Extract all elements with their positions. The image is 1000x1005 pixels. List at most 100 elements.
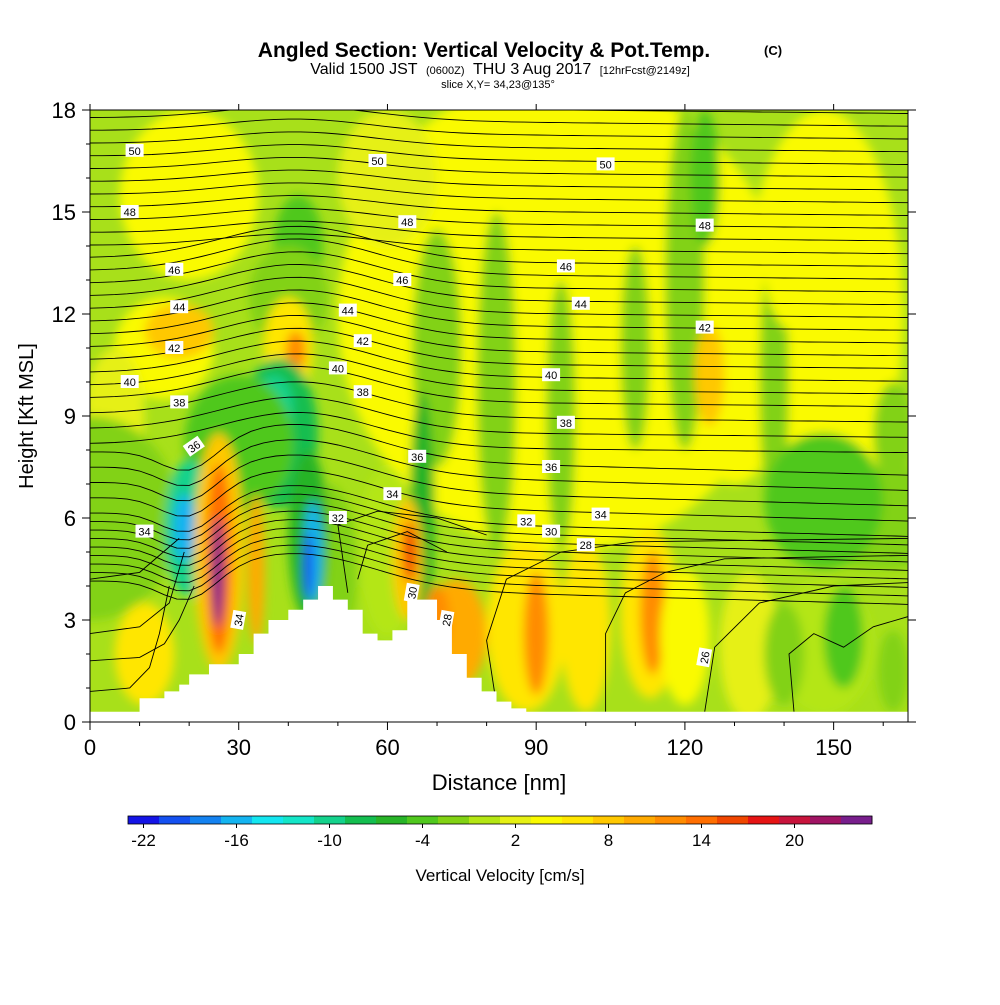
contour-label: 42 bbox=[695, 320, 714, 335]
colorbar-label: Vertical Velocity [cm/s] bbox=[415, 866, 584, 885]
colorbar-swatch bbox=[252, 816, 284, 824]
contour-label-bg bbox=[571, 296, 590, 310]
subtitle-utc-time: (0600Z) bbox=[426, 65, 465, 77]
colorbar-tick-label: -22 bbox=[131, 831, 156, 850]
contour-label: 38 bbox=[170, 395, 189, 409]
contour-label: 36 bbox=[542, 460, 561, 474]
contour-label: 40 bbox=[542, 368, 561, 382]
theta-contour bbox=[90, 327, 908, 369]
velocity-cell bbox=[303, 531, 314, 600]
colorbar-swatch bbox=[531, 816, 563, 824]
colorbar-swatch bbox=[841, 816, 873, 824]
theta-contour bbox=[90, 315, 908, 357]
x-tick-label: 30 bbox=[226, 735, 250, 760]
contour-label: 36 bbox=[408, 449, 427, 464]
contour-label-text: 42 bbox=[357, 336, 369, 348]
theta-contour bbox=[90, 353, 908, 395]
theta-contour bbox=[90, 396, 908, 438]
contour-label-bg bbox=[596, 157, 615, 171]
contour-label: 44 bbox=[170, 300, 189, 314]
y-tick-label: 3 bbox=[64, 608, 76, 633]
velocity-cell bbox=[247, 494, 265, 644]
colorbar-swatch bbox=[810, 816, 842, 824]
contour-label: 40 bbox=[328, 361, 347, 375]
colorbar-swatch bbox=[562, 816, 594, 824]
contour-label-bg bbox=[170, 395, 189, 409]
contour-label-text: 50 bbox=[599, 159, 611, 171]
velocity-cell bbox=[694, 324, 725, 427]
colorbar-swatch bbox=[624, 816, 656, 824]
contour-label-bg bbox=[517, 514, 536, 528]
contour-label-text: 36 bbox=[186, 439, 203, 456]
contour-label: 44 bbox=[571, 296, 590, 311]
chart-title: Angled Section: Vertical Velocity & Pot.… bbox=[258, 39, 710, 62]
contour-label-bg bbox=[542, 368, 561, 382]
contour-label-bg bbox=[353, 385, 372, 399]
theta-contour bbox=[90, 302, 908, 344]
theta-contour bbox=[788, 616, 908, 712]
velocity-cell bbox=[119, 110, 259, 280]
theta-contour bbox=[90, 485, 908, 537]
contour-label: 50 bbox=[125, 143, 144, 158]
contour-label: 34 bbox=[135, 524, 154, 539]
theta-contour bbox=[90, 493, 908, 546]
contour-label: 34 bbox=[230, 609, 247, 630]
theta-contour bbox=[90, 454, 908, 507]
velocity-cell bbox=[719, 572, 780, 722]
theta-contour bbox=[90, 207, 908, 229]
theta-contour bbox=[605, 554, 908, 712]
x-tick-label: 60 bbox=[375, 735, 399, 760]
contour-label-bg bbox=[328, 361, 347, 375]
colorbar-swatch bbox=[407, 816, 439, 824]
chart-subtitle-slice: slice X,Y= 34,23@135° bbox=[441, 79, 555, 91]
theta-contour bbox=[90, 220, 908, 242]
contour-label: 44 bbox=[338, 303, 357, 318]
contour-label-text: 46 bbox=[168, 265, 180, 277]
y-tick-label: 18 bbox=[52, 98, 76, 123]
contour-label-text: 28 bbox=[580, 540, 592, 552]
colorbar-tick-label: 8 bbox=[604, 831, 613, 850]
contour-label: 42 bbox=[165, 341, 184, 355]
theta-contour bbox=[539, 110, 908, 114]
contour-label-text: 26 bbox=[699, 650, 713, 664]
colorbar-swatch bbox=[190, 816, 222, 824]
colorbar-swatch bbox=[717, 816, 749, 824]
contour-label-bg bbox=[408, 449, 427, 463]
contour-label-text: 36 bbox=[545, 462, 557, 474]
contour-label-bg bbox=[695, 218, 714, 232]
contour-label-text: 50 bbox=[128, 146, 140, 158]
theta-contour bbox=[704, 582, 908, 712]
y-tick-label: 9 bbox=[64, 404, 76, 429]
theta-contour bbox=[90, 536, 908, 588]
contour-label: 50 bbox=[368, 154, 387, 168]
title-unit: (C) bbox=[764, 43, 782, 58]
contour-label-bg bbox=[120, 205, 139, 218]
colorbar-swatch bbox=[686, 816, 718, 824]
contour-label-bg bbox=[542, 460, 561, 473]
contour-label-bg bbox=[165, 262, 184, 276]
subtitle-forecast: [12hrFcst@2149z] bbox=[600, 65, 690, 77]
contour-label: 48 bbox=[695, 218, 714, 233]
terrain bbox=[90, 586, 908, 722]
contour-label: 34 bbox=[383, 487, 402, 501]
colorbar-swatch bbox=[314, 816, 346, 824]
velocity-cell bbox=[689, 110, 720, 246]
potential-temperature-contours bbox=[90, 110, 908, 712]
contour-label-bg bbox=[556, 415, 575, 429]
contour-label-bg bbox=[542, 524, 561, 538]
theta-contour bbox=[90, 182, 908, 204]
theta-contour bbox=[90, 411, 908, 454]
contour-label-bg bbox=[328, 511, 347, 524]
y-tick-label: 0 bbox=[64, 710, 76, 735]
contour-label-text: 34 bbox=[233, 613, 247, 627]
velocity-cell bbox=[878, 630, 908, 712]
theta-contour bbox=[90, 424, 908, 476]
velocity-cell bbox=[660, 569, 710, 705]
contour-label-bg bbox=[591, 507, 610, 521]
contour-label-bg bbox=[230, 609, 247, 630]
theta-contour bbox=[90, 156, 908, 178]
subtitle-date: THU 3 Aug 2017 bbox=[473, 61, 591, 78]
contour-label-text: 48 bbox=[401, 217, 413, 229]
